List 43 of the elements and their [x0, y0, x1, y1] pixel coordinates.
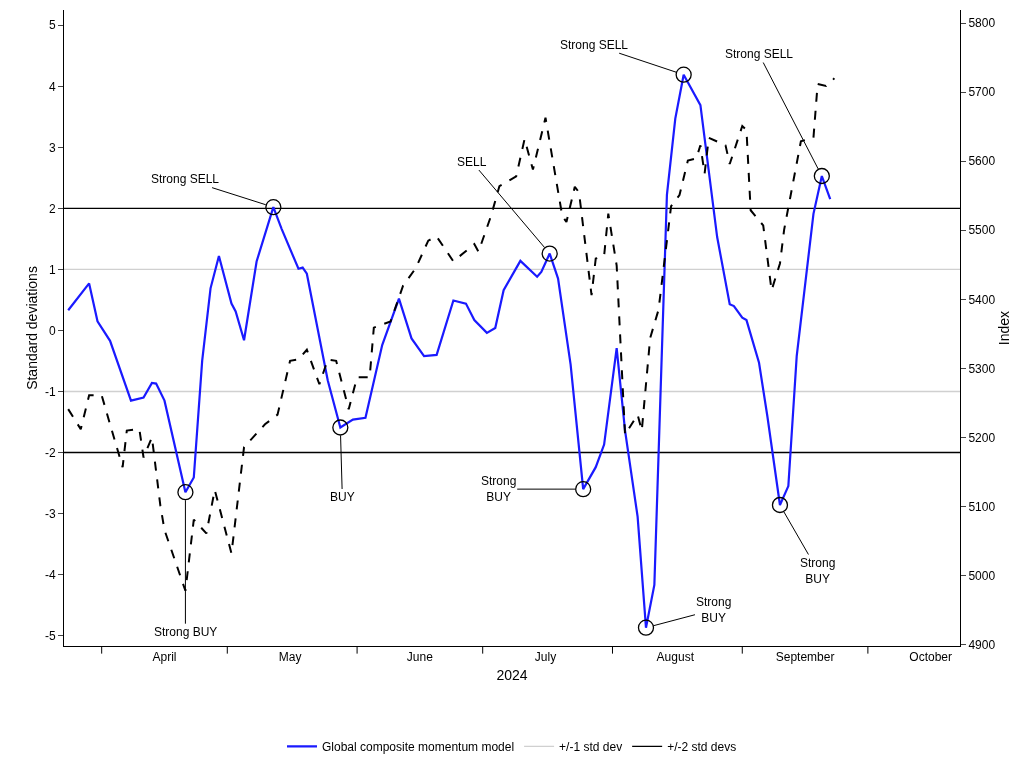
y2-tick-label: 5500	[968, 223, 996, 238]
y2-tick-label: 4900	[968, 637, 996, 652]
x-axis-title: 2024	[496, 666, 528, 683]
x-tick-label: August	[656, 650, 695, 665]
y-tick-label: 1	[48, 262, 56, 277]
annotation: Strong BUY	[481, 474, 517, 504]
annotation: Strong BUY	[696, 595, 732, 625]
legend-label: +/-1 std dev	[559, 740, 623, 755]
y-tick-label: 5	[48, 18, 56, 33]
y-tick-label: -2	[44, 445, 56, 460]
legend-label: Global composite momentum model	[322, 740, 515, 755]
y-tick-label: 3	[48, 140, 56, 155]
y2-axis-title: Index	[995, 310, 1012, 346]
y-tick-label: -4	[44, 567, 56, 582]
annotation: Strong BUY	[800, 556, 836, 586]
x-tick-label: April	[152, 650, 177, 665]
legend-label: +/-2 std devs	[667, 740, 737, 755]
annotation: Strong SELL	[725, 47, 794, 61]
y2-tick-label: 5600	[968, 154, 996, 169]
annotation: BUY	[330, 490, 355, 504]
y2-tick-label: 5800	[968, 16, 996, 31]
y2-tick-label: 5000	[968, 568, 996, 583]
annotation: SELL	[457, 155, 487, 169]
annotation: Strong BUY	[154, 625, 218, 639]
y-tick-label: -1	[44, 384, 56, 399]
annotation: Strong SELL	[151, 172, 220, 186]
y-tick-label: 2	[48, 201, 56, 216]
annotation: Strong SELL	[560, 38, 629, 52]
y-tick-label: -5	[44, 628, 56, 643]
y-tick-label: 4	[48, 79, 56, 94]
y2-tick-label: 5400	[968, 292, 996, 307]
x-tick-label: June	[406, 650, 434, 665]
x-tick-label: September	[775, 650, 835, 665]
x-tick-label: July	[534, 650, 557, 665]
y2-tick-label: 5700	[968, 85, 996, 100]
y2-tick-label: 5200	[968, 430, 996, 445]
y-tick-label: -3	[44, 506, 56, 521]
x-tick-label: October	[909, 650, 953, 665]
y-axis-title: Standard deviations	[23, 266, 40, 390]
y2-tick-label: 5100	[968, 499, 996, 514]
y-tick-label: 0	[48, 323, 56, 338]
y2-tick-label: 5300	[968, 361, 996, 376]
x-tick-label: May	[278, 650, 302, 665]
